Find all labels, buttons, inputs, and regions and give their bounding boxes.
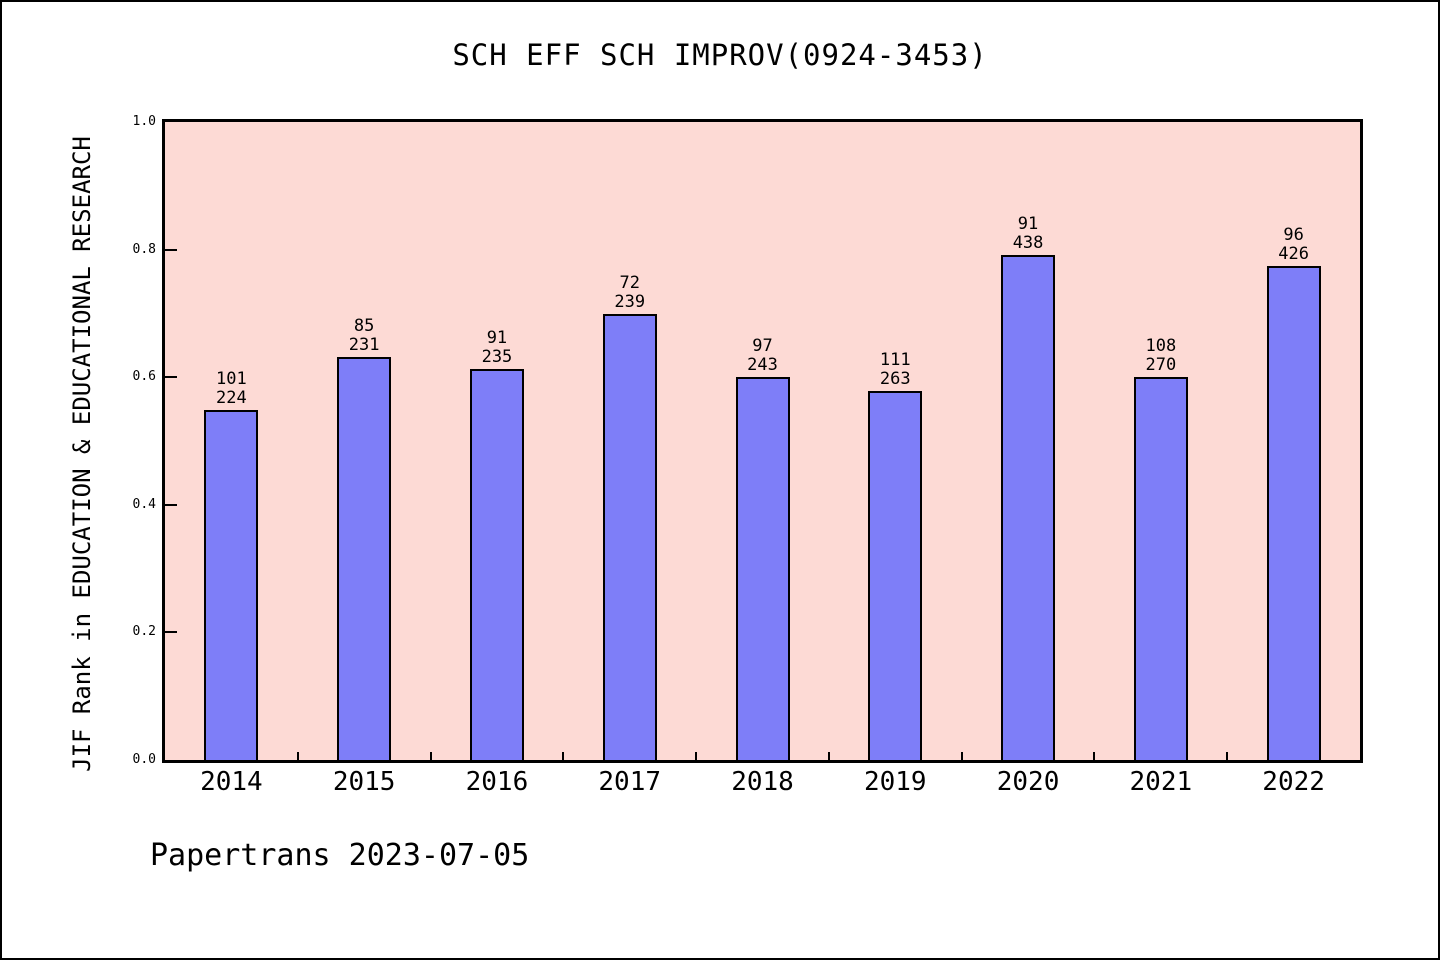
bar-value-label: 85 231 xyxy=(348,315,380,355)
x-tick-label: 2022 xyxy=(1262,767,1325,797)
footer-watermark: Papertrans 2023-07-05 xyxy=(150,838,530,873)
x-tick-label: 2016 xyxy=(465,767,529,797)
bar xyxy=(204,409,259,760)
x-minor-tick-mark xyxy=(827,752,830,760)
bar-value-label: 96 426 xyxy=(1278,224,1309,264)
x-tick-label: 2017 xyxy=(598,767,662,797)
x-minor-tick-mark xyxy=(1093,752,1096,760)
bar-value-label: 97 243 xyxy=(747,335,778,375)
bar xyxy=(868,391,923,760)
x-minor-tick-mark xyxy=(960,752,963,760)
y-tick-mark xyxy=(165,503,177,506)
y-tick-mark xyxy=(165,376,177,379)
bar xyxy=(1001,254,1056,760)
bar xyxy=(337,356,392,760)
y-tick-mark xyxy=(165,631,177,634)
x-minor-tick-mark xyxy=(562,752,565,760)
x-minor-tick-mark xyxy=(429,752,432,760)
y-tick-label: 0.0 xyxy=(132,752,156,767)
x-tick-label: 2015 xyxy=(332,767,396,797)
y-tick-label: 0.2 xyxy=(132,624,156,640)
bar xyxy=(602,314,657,760)
y-tick-label: 0.4 xyxy=(132,496,156,512)
x-minor-tick-mark xyxy=(1226,752,1229,760)
y-tick-mark xyxy=(165,248,177,251)
bar-value-label: 72 239 xyxy=(614,273,646,313)
x-tick-label: 2014 xyxy=(200,767,263,797)
plot-area: 101 224 85 231 91 235 72 239 97 243 111 263 91… xyxy=(162,119,1363,763)
x-tick-label: 2018 xyxy=(731,767,794,797)
x-tick-label: 2020 xyxy=(996,767,1060,797)
bar-value-label: 111 263 xyxy=(879,350,911,390)
x-tick-label: 2021 xyxy=(1129,767,1193,797)
bar-value-label: 108 270 xyxy=(1145,336,1177,376)
bar-value-label: 91 235 xyxy=(481,327,513,367)
y-axis-label: JIF Rank in EDUCATION & EDUCATIONAL RESE… xyxy=(68,136,96,772)
y-tick-label: 0.6 xyxy=(132,369,156,385)
bar xyxy=(1266,265,1321,760)
x-minor-tick-mark xyxy=(695,752,698,760)
bar-value-label: 101 224 xyxy=(216,368,247,408)
x-tick-label: 2019 xyxy=(863,767,927,797)
bar-value-label: 91 438 xyxy=(1012,213,1044,253)
chart-title: SCH EFF SCH IMPROV(0924-3453) xyxy=(452,38,988,72)
x-minor-tick-mark xyxy=(296,752,299,760)
y-tick-label: 1.0 xyxy=(132,114,156,129)
bar xyxy=(735,376,790,760)
y-tick-label: 0.8 xyxy=(132,241,156,257)
bar xyxy=(469,368,524,760)
bar xyxy=(1133,377,1188,760)
